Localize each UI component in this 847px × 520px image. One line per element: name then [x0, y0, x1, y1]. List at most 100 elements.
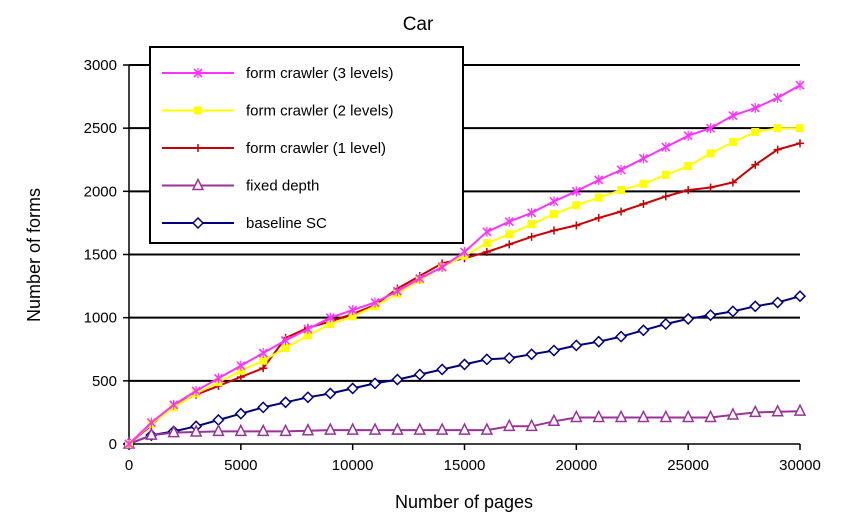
- data-point-fixed-depth: [614, 409, 628, 423]
- x-tick-label: 15000: [444, 457, 486, 474]
- data-point-fixed-depth: [368, 422, 382, 435]
- data-point-form-crawler-2-levels: [326, 319, 335, 328]
- y-tick-label: 0: [109, 436, 117, 453]
- data-point-fixed-depth: [704, 409, 717, 423]
- data-point-form-crawler-3-levels: [348, 305, 358, 316]
- data-point-form-crawler-1-level: [773, 145, 782, 154]
- data-point-baseline-sc: [279, 396, 292, 409]
- data-point-baseline-sc: [257, 401, 270, 414]
- data-point-fixed-depth: [570, 409, 583, 423]
- data-point-form-crawler-3-levels: [594, 174, 604, 185]
- axes: [123, 64, 801, 450]
- legend-marker: [194, 144, 202, 152]
- data-point-form-crawler-3-levels: [571, 186, 581, 197]
- data-point-form-crawler-2-levels: [527, 220, 536, 229]
- legend-item-fixed-depth: fixed depth: [162, 178, 319, 195]
- data-point-fixed-depth: [234, 423, 248, 437]
- data-point-fixed-depth: [279, 423, 292, 437]
- data-point-baseline-sc: [615, 330, 628, 343]
- data-point-fixed-depth: [592, 409, 605, 423]
- data-point-form-crawler-3-levels: [549, 196, 559, 207]
- data-point-form-crawler-3-levels: [527, 207, 537, 218]
- data-point-form-crawler-2-levels: [639, 179, 648, 188]
- data-point-form-crawler-2-levels: [773, 124, 782, 133]
- x-tick-label: 0: [125, 457, 133, 474]
- data-point-form-crawler-1-level: [751, 160, 760, 169]
- series-fixed-depth: [122, 403, 807, 449]
- series-group: [122, 80, 807, 451]
- data-point-form-crawler-1-level: [706, 183, 715, 192]
- data-point-form-crawler-3-levels: [795, 80, 805, 91]
- legend-item-baseline-sc: baseline SC: [162, 215, 327, 232]
- data-point-form-crawler-3-levels: [459, 246, 470, 257]
- data-point-form-crawler-2-levels: [728, 138, 737, 147]
- data-point-baseline-sc: [637, 324, 650, 337]
- data-point-baseline-sc: [480, 353, 493, 366]
- data-point-baseline-sc: [346, 382, 359, 395]
- legend-item-form-crawler-2-levels: form crawler (2 levels): [162, 103, 394, 120]
- data-point-form-crawler-1-level: [482, 247, 491, 256]
- data-point-form-crawler-2-levels: [281, 343, 290, 352]
- data-point-fixed-depth: [659, 409, 673, 423]
- data-point-baseline-sc: [413, 368, 426, 381]
- data-point-form-crawler-3-levels: [258, 348, 268, 359]
- data-point-form-crawler-1-level: [728, 178, 737, 187]
- x-tick-label: 5000: [224, 457, 257, 474]
- legend: form crawler (3 levels) form crawler (2 l…: [149, 46, 464, 244]
- legend-label: form crawler (1 level): [246, 140, 386, 157]
- data-point-form-crawler-3-levels: [728, 110, 738, 121]
- data-point-baseline-sc: [704, 309, 717, 322]
- data-point-form-crawler-3-levels: [303, 324, 313, 335]
- data-point-form-crawler-2-levels: [796, 124, 804, 133]
- data-point-form-crawler-2-levels: [303, 331, 312, 340]
- data-point-fixed-depth: [346, 422, 359, 435]
- data-point-form-crawler-3-levels: [124, 439, 134, 449]
- data-point-form-crawler-2-levels: [661, 170, 670, 179]
- data-point-baseline-sc: [592, 335, 605, 348]
- data-point-form-crawler-3-levels: [773, 92, 783, 103]
- data-point-baseline-sc: [503, 352, 516, 365]
- data-point-form-crawler-3-levels: [661, 142, 671, 153]
- data-point-fixed-depth: [167, 424, 180, 438]
- y-tick-label: 500: [92, 373, 117, 390]
- y-tick-label: 1500: [84, 247, 117, 264]
- y-tick-label: 1000: [84, 310, 117, 327]
- data-point-form-crawler-1-level: [661, 192, 670, 201]
- data-point-baseline-sc: [436, 363, 449, 376]
- data-point-fixed-depth: [771, 404, 784, 417]
- data-point-form-crawler-1-level: [549, 226, 558, 235]
- data-point-fixed-depth: [212, 423, 225, 437]
- legend-label: form crawler (3 levels): [246, 65, 394, 82]
- data-point-form-crawler-1-level: [617, 207, 626, 216]
- legend-item-form-crawler-1-level: form crawler (1 level): [162, 140, 386, 157]
- data-point-fixed-depth: [749, 404, 762, 418]
- data-point-form-crawler-2-levels: [505, 230, 514, 239]
- x-tick-label: 25000: [667, 457, 709, 474]
- data-point-baseline-sc: [324, 387, 337, 400]
- legend-marker: [194, 106, 202, 115]
- data-point-form-crawler-2-levels: [751, 127, 760, 136]
- x-axis-title: Number of pages: [395, 492, 533, 512]
- data-point-form-crawler-2-levels: [594, 193, 603, 202]
- data-point-form-crawler-2-levels: [706, 149, 715, 158]
- chart-title: Car: [403, 14, 434, 35]
- data-point-baseline-sc: [547, 344, 561, 357]
- data-point-baseline-sc: [234, 407, 247, 420]
- data-point-form-crawler-3-levels: [638, 153, 648, 164]
- data-point-baseline-sc: [391, 373, 404, 386]
- data-point-form-crawler-3-levels: [482, 226, 492, 237]
- data-point-fixed-depth: [480, 422, 494, 435]
- data-point-form-crawler-3-levels: [191, 385, 201, 396]
- data-point-fixed-depth: [256, 423, 270, 437]
- data-point-fixed-depth: [503, 418, 516, 432]
- data-point-baseline-sc: [301, 391, 314, 404]
- data-point-form-crawler-3-levels: [616, 164, 626, 175]
- legend-marker: [191, 177, 205, 191]
- y-tick-label: 2500: [84, 120, 117, 137]
- x-tick-label: 20000: [555, 457, 597, 474]
- data-point-baseline-sc: [212, 413, 225, 427]
- legend-marker: [191, 216, 205, 230]
- data-point-fixed-depth: [525, 418, 538, 432]
- data-point-baseline-sc: [771, 296, 784, 309]
- data-point-baseline-sc: [458, 358, 471, 371]
